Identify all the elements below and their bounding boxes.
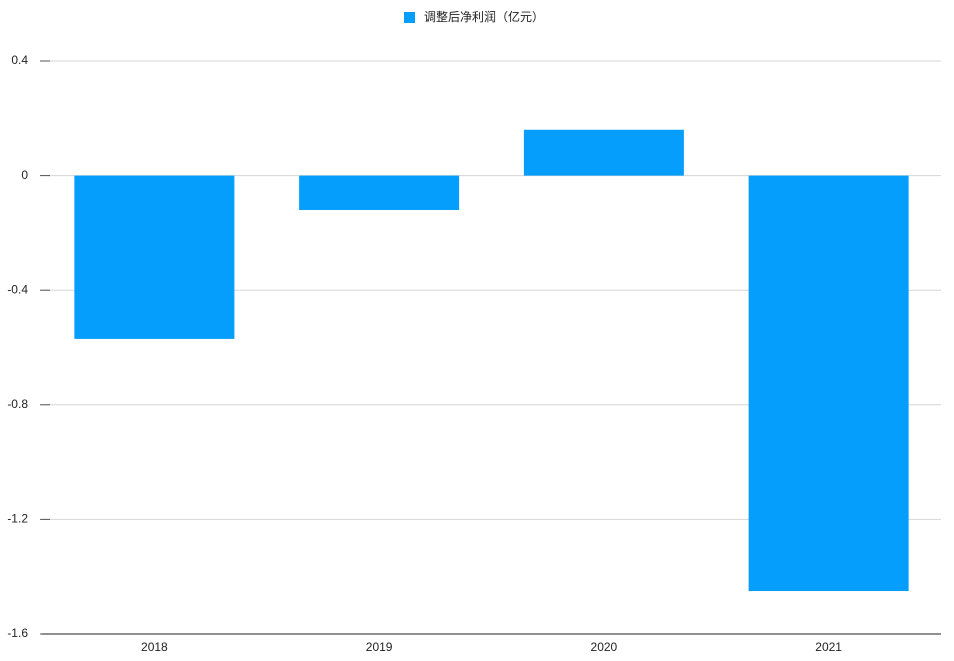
y-tick-label: -1.2 bbox=[7, 512, 28, 526]
bar bbox=[299, 175, 460, 210]
legend-swatch bbox=[404, 12, 415, 23]
x-tick-label: 2020 bbox=[591, 640, 618, 654]
y-tick-label: -0.8 bbox=[7, 397, 28, 411]
bar bbox=[74, 175, 235, 339]
x-tick-label: 2021 bbox=[815, 640, 842, 654]
bar bbox=[523, 129, 684, 176]
y-tick-label: 0.4 bbox=[11, 53, 28, 67]
x-tick-label: 2018 bbox=[141, 640, 168, 654]
legend-label: 调整后净利润（亿元） bbox=[424, 9, 544, 24]
y-tick-label: 0 bbox=[21, 168, 28, 182]
y-tick-label: -0.4 bbox=[7, 282, 28, 296]
y-tick-label: -1.6 bbox=[7, 626, 28, 640]
bar bbox=[748, 175, 909, 592]
x-tick-label: 2019 bbox=[366, 640, 393, 654]
